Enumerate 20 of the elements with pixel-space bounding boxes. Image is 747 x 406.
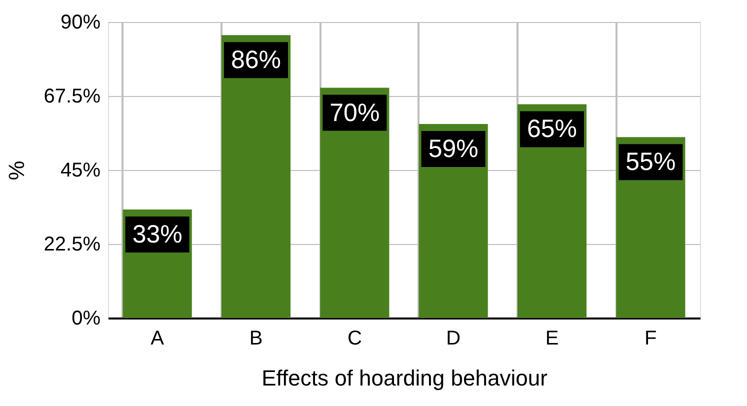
x-tick-label: A [150,328,165,350]
data-label: 33% [132,220,182,248]
x-tick-label: F [644,328,657,350]
y-axis-title: % [4,160,29,180]
y-tick-label: 22.5% [44,234,101,256]
y-tick-label: 45% [60,160,101,182]
x-tick-label: C [347,328,362,350]
x-tick-label: D [446,328,461,350]
x-tick-label: E [545,328,559,350]
y-tick-label: 90% [60,12,101,34]
data-label: 59% [428,134,478,163]
y-tick-label: 67.5% [44,86,101,108]
x-tick-label: B [249,328,263,350]
x-axis-title: Effects of hoarding behaviour [262,366,548,390]
y-tick-label: 0% [72,308,101,330]
data-label: 65% [526,115,578,144]
data-label: 86% [230,46,282,74]
data-label: 55% [626,148,676,176]
data-label: 70% [330,98,380,127]
bar [221,35,291,318]
